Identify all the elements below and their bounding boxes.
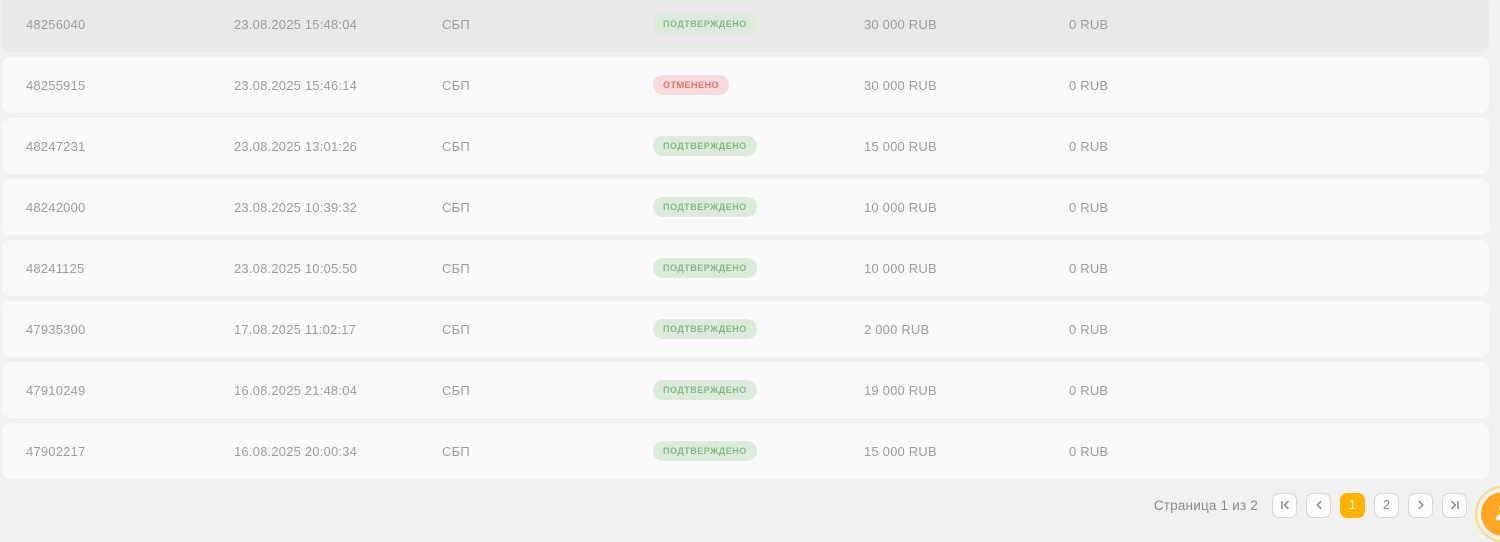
cell-fee: 0 RUB <box>1069 321 1109 337</box>
cell-datetime: 17.08.2025 11:02:17 <box>234 321 357 337</box>
page-indicator: Страница 1 из 2 <box>1153 497 1258 513</box>
cell-method: СБП <box>442 138 470 154</box>
cell-id: 47902217 <box>26 443 86 459</box>
status-badge: ПОДТВЕРЖДЕНО <box>653 197 757 217</box>
cell-method: СБП <box>442 443 470 459</box>
status-badge: ПОДТВЕРЖДЕНО <box>653 14 757 34</box>
cell-id: 47935300 <box>26 321 86 337</box>
status-badge: ОТМЕНЕНО <box>653 75 730 95</box>
cell-status: ОТМЕНЕНО <box>653 75 864 95</box>
table-row[interactable]: 47902217 16.08.2025 20:00:34 СБП ПОДТВЕР… <box>2 423 1489 479</box>
cell-amount: 19 000 RUB <box>864 382 937 398</box>
cell-fee: 0 RUB <box>1069 16 1109 32</box>
table-row[interactable]: 48242000 23.08.2025 10:39:32 СБП ПОДТВЕР… <box>2 179 1489 235</box>
cell-method: СБП <box>442 382 470 398</box>
cell-method: СБП <box>442 260 470 276</box>
page-button-1[interactable]: 1 <box>1340 492 1365 518</box>
cell-amount: 10 000 RUB <box>864 260 937 276</box>
cell-status: ПОДТВЕРЖДЕНО <box>653 136 864 156</box>
cell-datetime: 16.08.2025 20:00:34 <box>234 443 358 459</box>
cell-method: СБП <box>442 321 470 337</box>
table-row[interactable]: 48255915 23.08.2025 15:46:14 СБП ОТМЕНЕН… <box>2 57 1489 113</box>
page-button-2[interactable]: 2 <box>1374 492 1399 518</box>
cell-status: ПОДТВЕРЖДЕНО <box>653 441 864 461</box>
cell-method: СБП <box>442 16 470 32</box>
cell-amount: 10 000 RUB <box>864 199 937 215</box>
table-row[interactable]: 48241125 23.08.2025 10:05:50 СБП ПОДТВЕР… <box>2 240 1489 296</box>
cell-amount: 30 000 RUB <box>864 77 937 93</box>
cell-id: 48241125 <box>26 260 85 276</box>
transactions-table: 48256040 23.08.2025 15:48:04 СБП ПОДТВЕР… <box>2 0 1489 479</box>
last-page-button[interactable] <box>1442 492 1467 518</box>
chevron-right-icon <box>1415 499 1427 511</box>
cell-fee: 0 RUB <box>1069 260 1109 276</box>
status-badge: ПОДТВЕРЖДЕНО <box>653 441 757 461</box>
cell-id: 48247231 <box>26 138 86 154</box>
cell-datetime: 23.08.2025 15:48:04 <box>234 16 358 32</box>
cell-datetime: 23.08.2025 10:39:32 <box>234 199 358 215</box>
cell-status: ПОДТВЕРЖДЕНО <box>653 380 864 400</box>
cell-id: 47910249 <box>26 382 86 398</box>
status-badge: ПОДТВЕРЖДЕНО <box>653 319 757 339</box>
cell-amount: 2 000 RUB <box>864 321 930 337</box>
prev-page-button[interactable] <box>1306 492 1331 518</box>
cell-method: СБП <box>442 199 470 215</box>
cell-datetime: 23.08.2025 10:05:50 <box>234 260 358 276</box>
cell-amount: 30 000 RUB <box>864 16 937 32</box>
cell-fee: 0 RUB <box>1069 77 1109 93</box>
table-row[interactable]: 47910249 16.08.2025 21:48:04 СБП ПОДТВЕР… <box>2 362 1489 418</box>
cell-datetime: 23.08.2025 13:01:26 <box>234 138 358 154</box>
pagination-bar: Страница 1 из 2 1 2 <box>0 484 1500 526</box>
cell-amount: 15 000 RUB <box>864 443 937 459</box>
table-row[interactable]: 48247231 23.08.2025 13:01:26 СБП ПОДТВЕР… <box>2 118 1489 174</box>
next-page-button[interactable] <box>1408 492 1433 518</box>
first-page-icon <box>1279 499 1291 511</box>
cell-status: ПОДТВЕРЖДЕНО <box>653 14 864 34</box>
last-page-icon <box>1449 499 1461 511</box>
cell-fee: 0 RUB <box>1069 443 1109 459</box>
cell-status: ПОДТВЕРЖДЕНО <box>653 319 864 339</box>
table-row[interactable]: 48256040 23.08.2025 15:48:04 СБП ПОДТВЕР… <box>2 0 1489 52</box>
cell-fee: 0 RUB <box>1069 382 1109 398</box>
cell-datetime: 23.08.2025 15:46:14 <box>234 77 358 93</box>
first-page-button[interactable] <box>1272 492 1297 518</box>
table-row[interactable]: 47935300 17.08.2025 11:02:17 СБП ПОДТВЕР… <box>2 301 1489 357</box>
cell-amount: 15 000 RUB <box>864 138 937 154</box>
status-badge: ПОДТВЕРЖДЕНО <box>653 380 757 400</box>
status-badge: ПОДТВЕРЖДЕНО <box>653 258 757 278</box>
cell-status: ПОДТВЕРЖДЕНО <box>653 258 864 278</box>
cell-datetime: 16.08.2025 21:48:04 <box>234 382 358 398</box>
cell-method: СБП <box>442 77 470 93</box>
cell-fee: 0 RUB <box>1069 199 1109 215</box>
cell-status: ПОДТВЕРЖДЕНО <box>653 197 864 217</box>
cell-id: 48256040 <box>26 16 86 32</box>
chevron-left-icon <box>1313 499 1325 511</box>
cell-fee: 0 RUB <box>1069 138 1109 154</box>
status-badge: ПОДТВЕРЖДЕНО <box>653 136 757 156</box>
cell-id: 48242000 <box>26 199 86 215</box>
cell-id: 48255915 <box>26 77 86 93</box>
support-person-icon <box>1492 501 1500 528</box>
